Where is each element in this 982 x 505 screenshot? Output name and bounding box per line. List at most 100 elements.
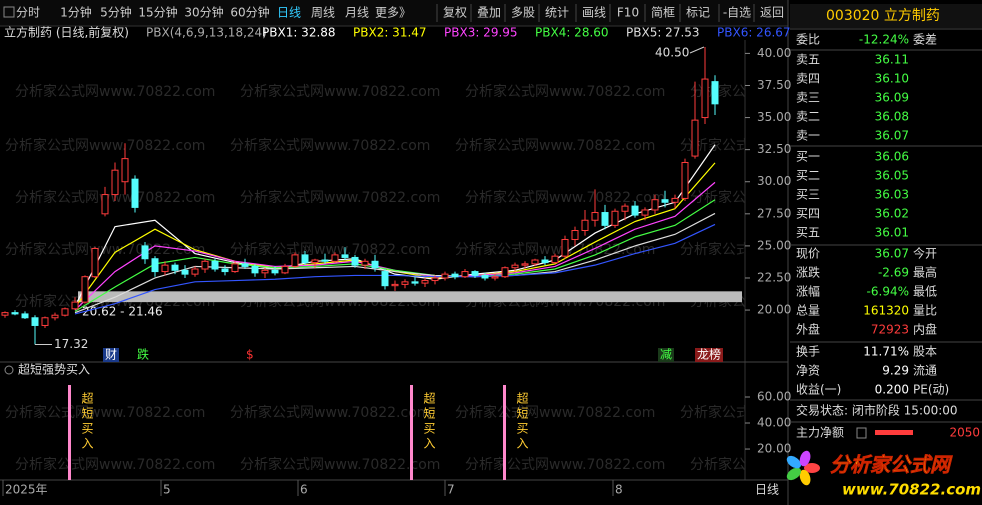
event-tag[interactable]: 龙榜	[697, 347, 721, 362]
tool-button[interactable]: 叠加	[477, 6, 501, 20]
tool-button[interactable]: 标记	[686, 6, 710, 20]
quote-header: 003020 立方制药	[826, 8, 940, 24]
quote-label: 买四	[796, 207, 820, 221]
tool-button[interactable]: 多股	[511, 6, 535, 20]
event-tag[interactable]: 财	[105, 348, 117, 362]
event-tag[interactable]: $	[246, 348, 254, 362]
quote-value: 36.02	[875, 207, 909, 221]
quote-value: 0.200	[875, 383, 909, 397]
candle-body	[61, 308, 69, 316]
candle-body	[331, 254, 339, 262]
quote-value: 36.05	[875, 169, 909, 183]
quote-value: 72923	[871, 323, 909, 337]
period-button[interactable]: 周线	[311, 6, 335, 20]
event-tag[interactable]: 减	[660, 348, 672, 362]
y-tick-label: 27.50	[757, 206, 791, 220]
quote-value: 36.01	[875, 226, 909, 240]
tool-button[interactable]: -自选	[723, 6, 751, 20]
period-button[interactable]: 更多》	[375, 6, 411, 20]
quote-label: 收益(一)	[796, 383, 841, 397]
sub-title: 超短强势买入	[18, 362, 90, 377]
watermark: 分析家公式网www.70822.com	[455, 404, 655, 421]
candle-body	[291, 254, 299, 267]
period-button[interactable]: 15分钟	[138, 5, 177, 20]
period-button[interactable]: 1分钟	[60, 5, 92, 20]
candle-body	[111, 169, 119, 196]
y-tick-label: 20.00	[757, 303, 791, 317]
candle-body	[571, 230, 579, 240]
watermark: 分析家公式网www.70822.com	[690, 456, 890, 473]
candle-body	[541, 259, 549, 264]
watermark: 分析家公式网www.70822.com	[465, 83, 665, 100]
candle-body	[21, 313, 29, 319]
main-net-bar	[875, 430, 913, 435]
tool-button[interactable]: 简框	[651, 6, 675, 20]
quote-value: -6.94%	[867, 285, 909, 299]
quote-label: 换手	[796, 345, 820, 359]
candle-body	[51, 314, 59, 319]
period-button[interactable]: 30分钟	[184, 5, 223, 20]
tool-button[interactable]: 返回	[760, 6, 784, 20]
candle-body	[381, 271, 389, 287]
candle-body	[221, 268, 229, 273]
candle-body	[681, 161, 689, 199]
tool-button[interactable]: 统计	[545, 6, 569, 20]
candle-body	[261, 269, 269, 274]
legend-entry: PBX5: 27.53	[626, 26, 700, 40]
tool-button[interactable]: 画线	[582, 6, 606, 20]
candle-body	[101, 194, 109, 215]
quote-label: 卖三	[796, 91, 820, 105]
event-bg	[695, 348, 723, 362]
period-button[interactable]: 分时	[16, 6, 40, 20]
x-tick-label: 5	[163, 483, 171, 497]
candle-body	[241, 263, 249, 267]
candle-body	[421, 280, 429, 284]
y-tick-label: 25.00	[757, 238, 791, 252]
candle-body	[661, 199, 669, 203]
tool-button[interactable]: 复权	[443, 6, 467, 20]
candle-body	[211, 260, 219, 270]
tool-button[interactable]: F10	[617, 6, 639, 20]
window-icon[interactable]	[3, 6, 15, 18]
quote-label: 买五	[796, 226, 820, 240]
event-bg	[658, 348, 674, 362]
quote-value: 36.09	[875, 91, 909, 105]
quote-value: 36.11	[875, 53, 909, 67]
quote-value: 161320	[863, 304, 909, 318]
candle-body	[121, 158, 129, 183]
quote-label: 涨跌	[796, 265, 820, 280]
signal-label: 超短买入	[515, 391, 529, 452]
quote-value: 36.03	[875, 188, 909, 202]
quote-label: 量比	[913, 304, 937, 318]
candle-body	[621, 205, 629, 212]
period-button[interactable]: 月线	[345, 6, 369, 20]
period-button[interactable]: 日线	[277, 6, 301, 20]
logo-petal	[786, 455, 802, 469]
y-tick-label: 22.50	[757, 270, 791, 284]
logo-name: 分析家公式网	[830, 453, 953, 477]
candle-body	[631, 205, 639, 216]
watermark: 分析家公式网www.70822.com	[15, 83, 215, 100]
main-net-icon[interactable]	[856, 427, 867, 439]
candle-body	[321, 259, 329, 262]
quote-label: 委差	[913, 33, 937, 47]
candle-body	[521, 263, 529, 266]
candle-body	[201, 260, 209, 270]
candle-body	[281, 265, 289, 274]
event-tag[interactable]: 跌	[137, 347, 149, 362]
legend-entry: PBX2: 31.47	[353, 26, 427, 40]
sub-icon[interactable]	[4, 365, 14, 375]
quote-label: 最高	[913, 265, 937, 280]
candle-body	[531, 259, 539, 265]
quote-label: 卖五	[796, 53, 820, 67]
quote-label: 现价	[796, 247, 820, 261]
signal-bar	[410, 385, 413, 480]
high-note: 40.50	[655, 45, 689, 59]
quote-value: 36.07	[875, 247, 909, 261]
period-button[interactable]: 5分钟	[100, 5, 132, 20]
candle-body	[411, 281, 419, 284]
candle-body	[641, 209, 649, 216]
logo-url: www.70822.com	[842, 481, 981, 499]
period-button[interactable]: 60分钟	[230, 5, 269, 20]
